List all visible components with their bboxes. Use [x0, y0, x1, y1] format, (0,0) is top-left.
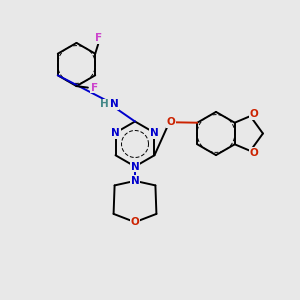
Text: O: O: [130, 217, 140, 227]
Text: N: N: [130, 161, 140, 172]
Text: O: O: [250, 148, 258, 158]
Text: F: F: [94, 33, 102, 43]
Text: N: N: [110, 99, 118, 110]
Text: N: N: [150, 128, 159, 138]
Text: O: O: [250, 109, 258, 119]
Text: H: H: [100, 99, 109, 110]
Text: N: N: [111, 128, 120, 138]
Text: O: O: [167, 117, 176, 127]
Text: F: F: [91, 82, 98, 93]
Text: N: N: [130, 176, 140, 186]
